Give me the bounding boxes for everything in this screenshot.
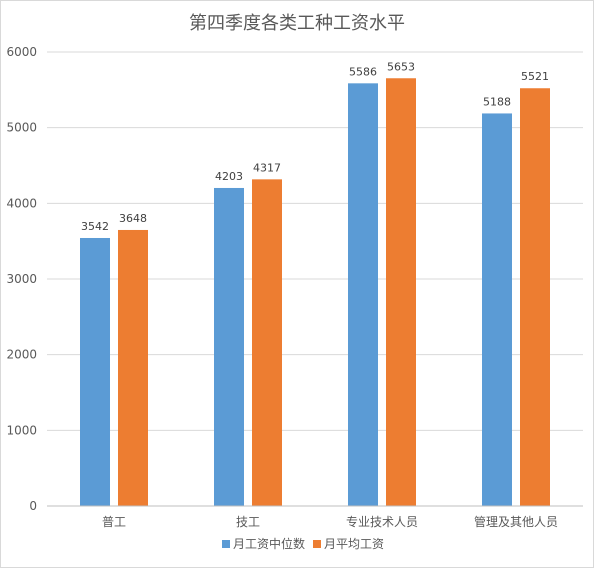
bar [80, 237, 110, 507]
legend-item: 月工资中位数 [233, 536, 305, 551]
data-label: 5653 [387, 60, 415, 73]
y-tick-label: 4000 [6, 196, 37, 210]
y-tick-label: 2000 [6, 348, 37, 362]
bar [386, 78, 416, 506]
legend-swatch [222, 540, 230, 548]
y-tick-label: 3000 [6, 272, 37, 286]
data-label: 4203 [215, 170, 243, 183]
y-tick-label: 6000 [6, 45, 37, 59]
x-tick-label: 技工 [236, 515, 260, 529]
legend-item: 月平均工资 [324, 537, 384, 551]
bar [118, 229, 148, 506]
bar [252, 179, 282, 507]
y-tick-label: 1000 [6, 423, 37, 437]
data-label: 4317 [253, 161, 281, 174]
data-label: 3648 [119, 212, 147, 225]
bar [214, 187, 244, 506]
legend-swatch [313, 540, 321, 548]
chart-title: 第四季度各类工种工资水平 [189, 13, 405, 34]
y-tick-label: 5000 [6, 121, 37, 135]
bar [348, 83, 378, 507]
x-tick-label: 管理及其他人员 [474, 514, 558, 529]
y-tick-label: 0 [29, 499, 37, 513]
data-label: 3542 [81, 220, 109, 233]
data-label: 5586 [349, 65, 377, 78]
bar [520, 88, 550, 507]
data-label: 5521 [521, 70, 549, 83]
x-tick-label: 普工 [102, 515, 126, 529]
data-label: 5188 [483, 95, 511, 108]
bar [482, 113, 512, 506]
x-tick-label: 专业技术人员 [346, 514, 418, 529]
